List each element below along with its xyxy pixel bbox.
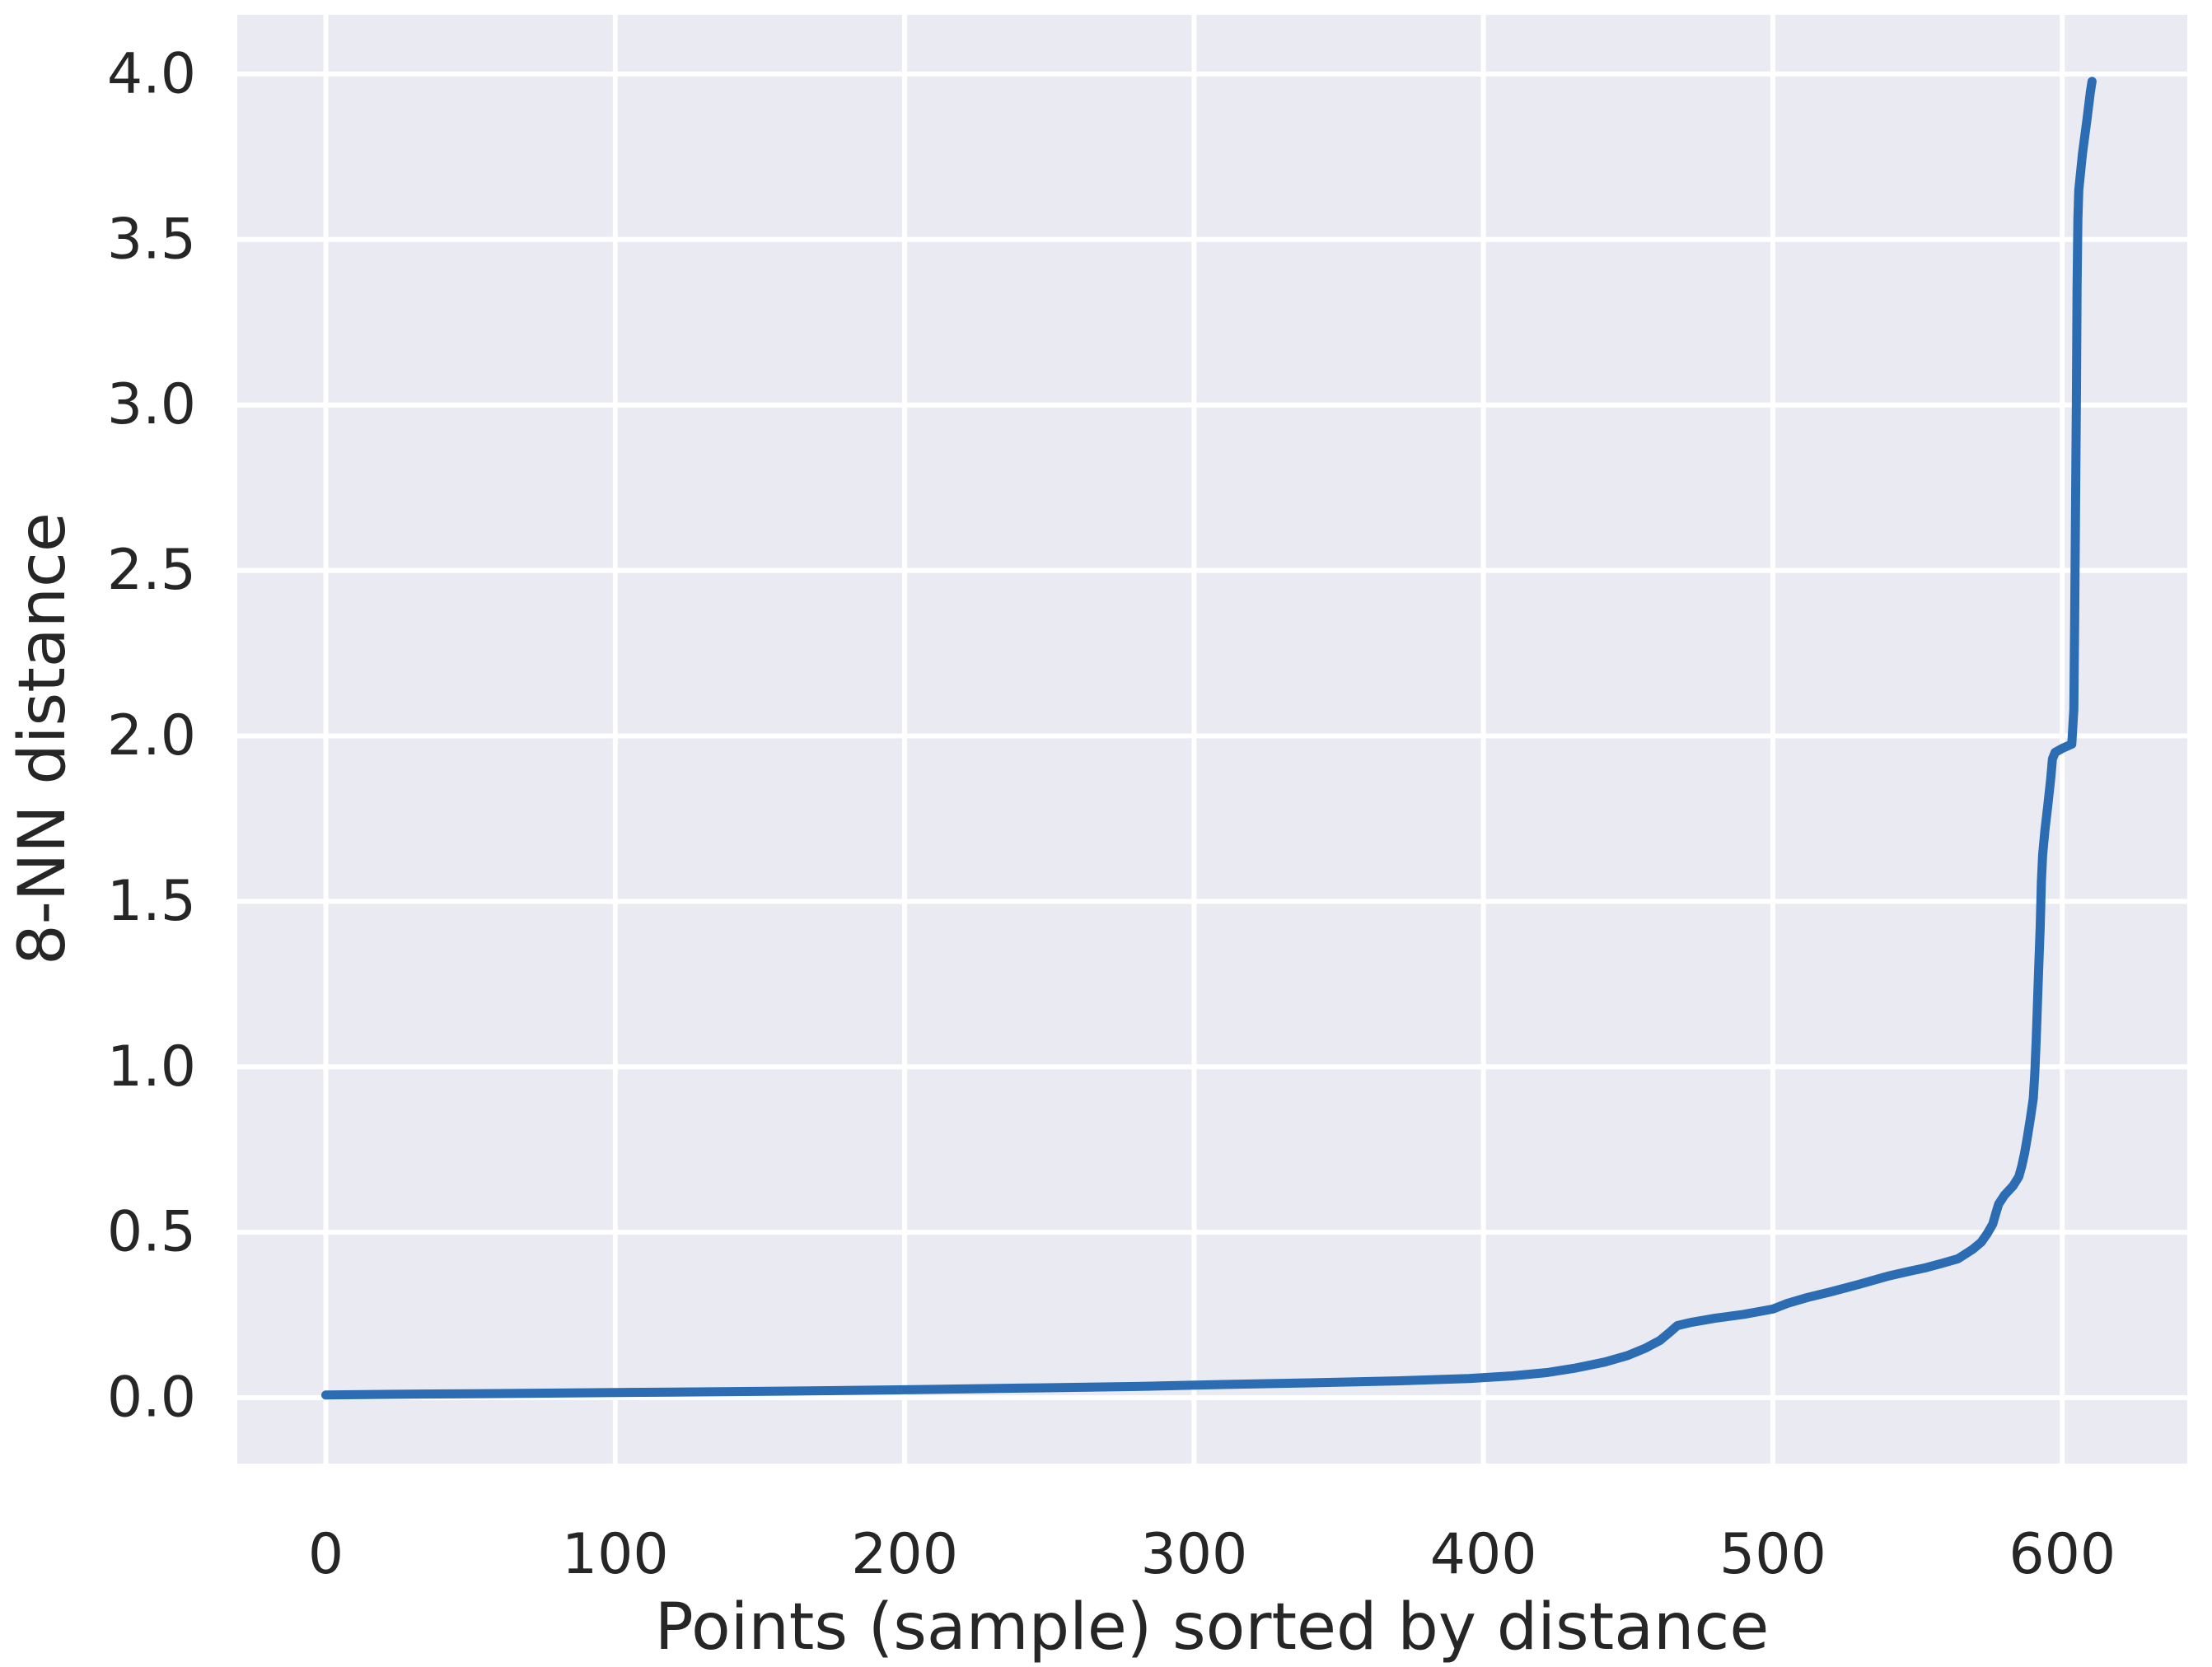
y-tick-label: 2.0 bbox=[107, 703, 196, 768]
y-tick-label: 3.0 bbox=[107, 372, 196, 437]
x-tick-label: 100 bbox=[562, 1522, 669, 1587]
x-tick-label: 300 bbox=[1140, 1522, 1247, 1587]
y-tick-label: 1.5 bbox=[107, 869, 196, 934]
x-tick-label: 400 bbox=[1430, 1522, 1537, 1587]
y-tick-label: 0.5 bbox=[107, 1200, 196, 1265]
knn-distance-curve bbox=[321, 77, 2097, 1400]
x-axis-label: Points (sample) sorted by distance bbox=[655, 1590, 1770, 1665]
y-tick-label: 2.5 bbox=[107, 538, 196, 603]
y-tick-label: 0.0 bbox=[107, 1366, 196, 1431]
y-tick-label: 1.0 bbox=[107, 1034, 196, 1100]
x-tick-label: 600 bbox=[2009, 1522, 2116, 1587]
vertical-gridlines bbox=[323, 15, 2065, 1464]
x-tick-label: 0 bbox=[308, 1522, 344, 1587]
y-tick-label: 4.0 bbox=[107, 41, 196, 106]
y-axis-label: 8-NN distance bbox=[6, 512, 80, 965]
plot-area bbox=[237, 15, 2187, 1464]
horizontal-gridlines bbox=[237, 71, 2187, 1401]
y-axis-tick-labels: 0.0 0.5 1.0 1.5 2.0 2.5 3.0 3.5 4.0 bbox=[107, 41, 196, 1430]
y-tick-label: 3.5 bbox=[107, 207, 196, 272]
x-axis-tick-labels: 0 100 200 300 400 500 600 bbox=[308, 1522, 2116, 1587]
x-tick-label: 200 bbox=[851, 1522, 958, 1587]
x-tick-label: 500 bbox=[1719, 1522, 1826, 1587]
